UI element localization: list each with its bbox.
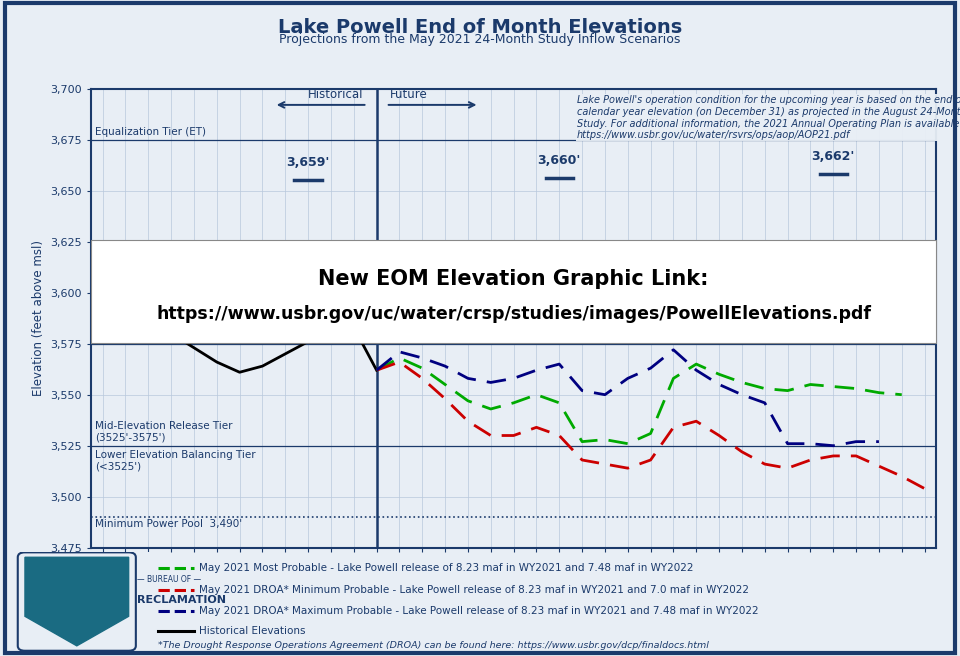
Text: RECLAMATION: RECLAMATION: [137, 594, 227, 605]
Text: May 2021 DROA* Minimum Probable - Lake Powell release of 8.23 maf in WY2021 and : May 2021 DROA* Minimum Probable - Lake P…: [200, 584, 750, 595]
Bar: [91, 240, 936, 344]
Text: Lake Powell's operation condition for the upcoming year is based on the end of
c: Lake Powell's operation condition for th…: [577, 96, 960, 140]
Text: Mid-Elevation Release Tier
(3525'-3575'): Mid-Elevation Release Tier (3525'-3575'): [95, 421, 233, 443]
Text: 3,659': 3,659': [286, 156, 330, 169]
Text: Minimum Power Pool  3,490': Minimum Power Pool 3,490': [95, 519, 243, 529]
Text: Lake Powell End of Month Elevations: Lake Powell End of Month Elevations: [277, 18, 683, 37]
Text: 3,660': 3,660': [538, 154, 581, 167]
Text: New EOM Elevation Graphic Link:: New EOM Elevation Graphic Link:: [319, 269, 708, 289]
Text: Lower Elevation Balancing Tier
(<3525'): Lower Elevation Balancing Tier (<3525'): [95, 450, 256, 472]
Polygon shape: [25, 558, 129, 646]
Text: Equalization Tier (ET): Equalization Tier (ET): [95, 127, 206, 136]
Text: Historical: Historical: [307, 88, 363, 101]
Text: Historical Elevations: Historical Elevations: [200, 626, 306, 636]
Text: 3,662': 3,662': [811, 150, 855, 163]
Text: Projections from the May 2021 24-Month Study Inflow Scenarios: Projections from the May 2021 24-Month S…: [279, 33, 681, 46]
Text: — BUREAU OF —: — BUREAU OF —: [137, 575, 202, 584]
Text: https://www.usbr.gov/uc/water/crsp/studies/images/PowellElevations.pdf: https://www.usbr.gov/uc/water/crsp/studi…: [156, 304, 871, 323]
Text: Upper Elevation Balancing Tier
(3575'-ET): Upper Elevation Balancing Tier (3575'-ET…: [95, 319, 256, 340]
Y-axis label: Elevation (feet above msl): Elevation (feet above msl): [32, 240, 45, 396]
Text: May 2021 DROA* Maximum Probable - Lake Powell release of 8.23 maf in WY2021 and : May 2021 DROA* Maximum Probable - Lake P…: [200, 606, 759, 617]
Text: Future: Future: [391, 88, 428, 101]
Text: May 2021 Most Probable - Lake Powell release of 8.23 maf in WY2021 and 7.48 maf : May 2021 Most Probable - Lake Powell rel…: [200, 563, 694, 573]
Text: *The Drought Response Operations Agreement (DROA) can be found here: https://www: *The Drought Response Operations Agreeme…: [158, 641, 709, 649]
